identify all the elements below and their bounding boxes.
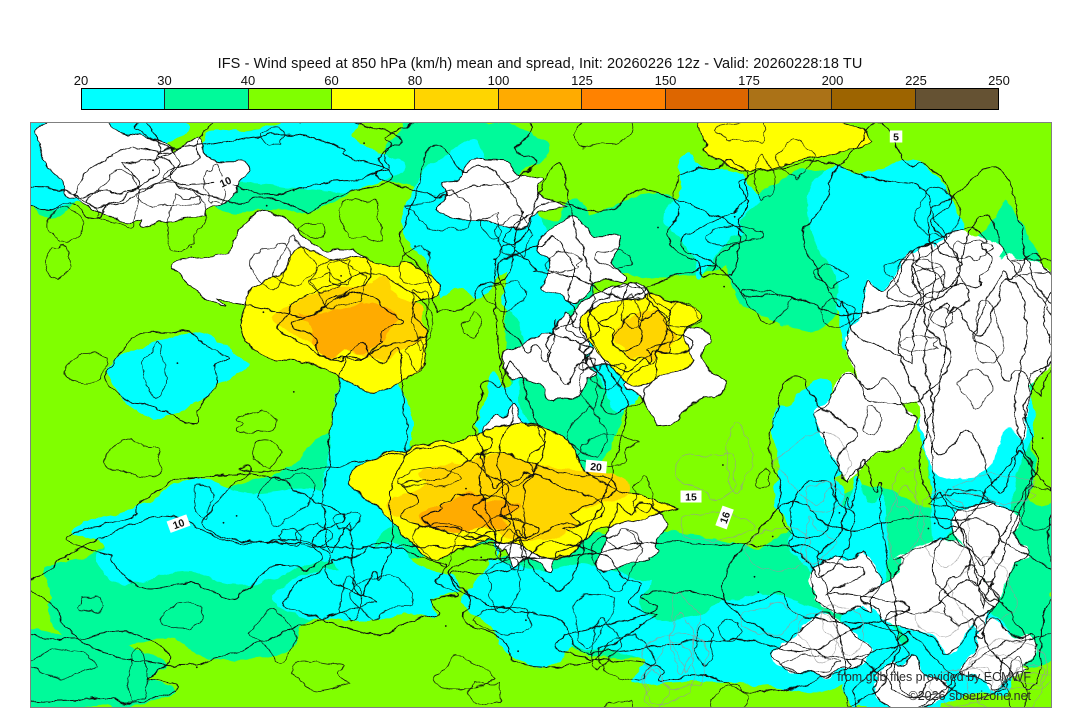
svg-text:20: 20 <box>590 461 603 474</box>
svg-text:15: 15 <box>685 492 697 504</box>
svg-text:5: 5 <box>893 132 899 144</box>
